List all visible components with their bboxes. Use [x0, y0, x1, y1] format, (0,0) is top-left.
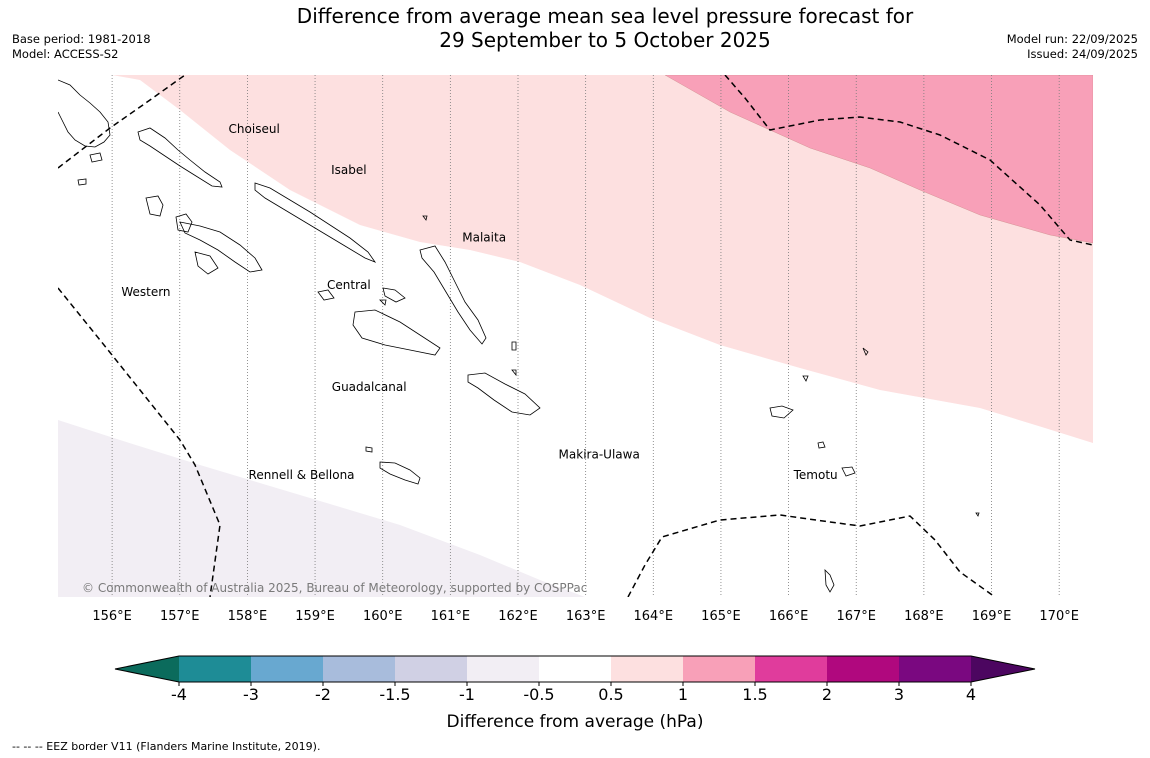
ndai: [422, 215, 428, 221]
colorbar-segment: [395, 656, 467, 682]
lon-label: 158°E: [228, 609, 268, 624]
savo: [379, 299, 387, 306]
rendova: [194, 251, 219, 275]
province-label: Central: [327, 278, 371, 292]
province-label: Makira-Ulawa: [559, 448, 640, 462]
lon-label: 163°E: [566, 609, 606, 624]
copyright-notice: © Commonwealth of Australia 2025, Bureau…: [82, 581, 587, 595]
colorbar-segment: [755, 656, 827, 682]
colorbar-tick-label: 4: [966, 685, 976, 704]
province-labels: Choiseul Isabel Malaita Western Central Guada…: [121, 122, 837, 482]
colorbar-segment: [611, 656, 683, 682]
colorbar-tick-label: -2: [315, 685, 331, 704]
lon-label: 168°E: [904, 609, 944, 624]
colorbar-tick-label: -1: [459, 685, 475, 704]
lon-label: 156°E: [92, 609, 132, 624]
treasury: [89, 152, 103, 163]
chart-title-line1: Difference from average mean sea level p…: [296, 4, 914, 28]
colorbar-label: Difference from average (hPa): [446, 712, 704, 732]
province-label: Choiseul: [229, 122, 280, 136]
anomaly-region-1-1.5: [664, 75, 1093, 244]
reef-islands: [802, 375, 809, 382]
colorbar-tick-label: 3: [894, 685, 904, 704]
rennell-island: [379, 461, 421, 485]
issued-date: Issued: 24/09/2025: [1027, 47, 1138, 61]
colorbar-tick-label: -3: [243, 685, 259, 704]
isabel-island: [254, 182, 377, 263]
utupua: [817, 441, 826, 449]
chart-title-line2: 29 September to 5 October 2025: [439, 28, 771, 52]
ontong-small: [511, 341, 517, 351]
colorbar-tick-label: 1: [678, 685, 688, 704]
province-label: Guadalcanal: [332, 380, 407, 394]
colorbar-tick-label: -1.5: [379, 685, 410, 704]
colorbar-segment: [179, 656, 251, 682]
model-run: Model run: 22/09/2025: [1006, 32, 1138, 46]
bellona-island: [365, 446, 373, 453]
model-name: Model: ACCESS-S2: [12, 47, 119, 61]
anuta: [975, 512, 980, 517]
ulawa: [511, 369, 517, 377]
colorbar: -4 -3 -2 -1.5 -1 -0.5 0.5 1 1.5 2 3 4: [114, 655, 1036, 704]
colorbar-segment: [323, 656, 395, 682]
sikaiana: [862, 347, 869, 356]
lon-label: 157°E: [160, 609, 200, 624]
islands: [58, 79, 980, 593]
florida-islands: [382, 287, 406, 303]
map-area: Choiseul Isabel Malaita Western Central Guada…: [58, 75, 1093, 597]
colorbar-segment: [899, 656, 971, 682]
tikopia-northern: [824, 568, 835, 593]
colorbar-extend-low: [115, 656, 179, 682]
lon-label: 170°E: [1039, 609, 1079, 624]
province-label: Rennell & Bellona: [249, 468, 355, 482]
colorbar-segment: [467, 656, 539, 682]
province-label: Temotu: [793, 468, 838, 482]
province-label: Western: [121, 285, 170, 299]
lon-label: 161°E: [431, 609, 471, 624]
shortland: [77, 178, 87, 186]
colorbar-tick-label: 0.5: [598, 685, 623, 704]
colorbar-tick-label: 2: [822, 685, 832, 704]
axis-labels: 6°S7°S8°S9°S10°S11°S12°S156°E157°E158°E1…: [92, 609, 1079, 624]
colorbar-segment: [827, 656, 899, 682]
province-label: Isabel: [331, 163, 366, 177]
new-georgia: [179, 221, 263, 273]
guadalcanal-island: [352, 309, 441, 356]
footer-note: -- -- -- EEZ border V11 (Flanders Marine…: [12, 740, 321, 753]
colorbar-segment: [683, 656, 755, 682]
colorbar-tick-label: 1.5: [742, 685, 767, 704]
lon-label: 164°E: [634, 609, 674, 624]
santa-cruz-ndende: [769, 405, 794, 419]
meta-left: Base period: 1981-2018 Model: ACCESS-S2: [12, 32, 151, 62]
malaita-island: [419, 245, 487, 345]
lon-label: 160°E: [363, 609, 403, 624]
anomaly-region-0.5-1: [112, 75, 1093, 443]
bougainville: [58, 79, 111, 148]
base-period: Base period: 1981-2018: [12, 32, 151, 46]
lon-label: 166°E: [769, 609, 809, 624]
lon-label: 162°E: [498, 609, 538, 624]
anomaly-region-minus1-minus0.5: [58, 420, 585, 597]
vella-lavella: [145, 195, 164, 217]
eez-border: [58, 75, 1093, 597]
province-label: Malaita: [462, 231, 506, 245]
colorbar-segment: [539, 656, 611, 682]
vanikoro: [841, 466, 856, 477]
colorbar-segment: [251, 656, 323, 682]
colorbar-tick-label: -4: [171, 685, 187, 704]
russell-islands: [317, 289, 335, 301]
lon-label: 167°E: [836, 609, 876, 624]
choiseul-island: [137, 127, 223, 188]
meta-right: Model run: 22/09/2025 Issued: 24/09/2025: [1007, 32, 1138, 62]
lon-label: 169°E: [972, 609, 1012, 624]
makira-island: [467, 372, 541, 416]
lon-label: 159°E: [295, 609, 335, 624]
kolombangara: [175, 213, 193, 233]
colorbar-extend-high: [971, 656, 1035, 682]
lon-label: 165°E: [701, 609, 741, 624]
colorbar-tick-label: -0.5: [523, 685, 554, 704]
